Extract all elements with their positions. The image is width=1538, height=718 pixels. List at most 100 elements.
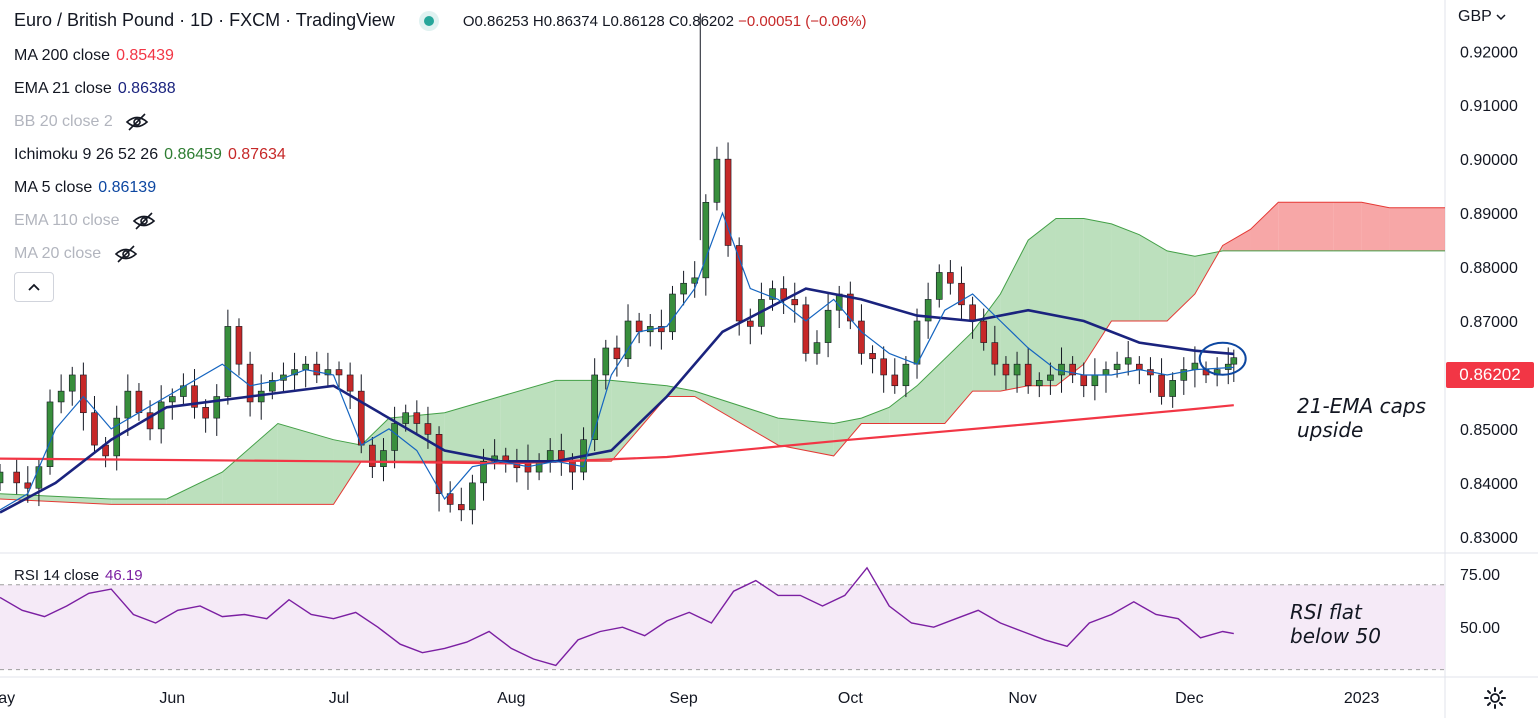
time-tick-label: Nov <box>1008 690 1036 707</box>
candle-up <box>1224 363 1232 370</box>
gear-icon[interactable] <box>1483 686 1507 710</box>
candle-up <box>1180 369 1188 381</box>
candle-down <box>13 471 20 484</box>
price-tick-label: 0.88000 <box>1460 260 1518 277</box>
candle-down <box>146 412 154 430</box>
candle-up <box>168 396 176 403</box>
time-tick-label: Jun <box>159 690 185 707</box>
hidden-eye-icon[interactable] <box>114 245 138 263</box>
candle-down <box>135 390 143 414</box>
candle-down <box>869 353 876 360</box>
currency-selector[interactable]: GBP <box>1458 8 1506 26</box>
legend-rsi-value: 46.19 <box>105 567 143 584</box>
legend-ma20[interactable]: MA 20 close <box>14 245 138 263</box>
candle-down <box>369 444 376 467</box>
candle-up <box>769 288 776 300</box>
candle-down <box>658 326 665 333</box>
candle-down <box>1080 374 1088 387</box>
candle-up <box>1102 369 1110 376</box>
ichimoku-cloud-segment <box>500 380 556 462</box>
ma5-line <box>0 211 1234 511</box>
candle-up <box>669 293 676 333</box>
legend-bb20-label: BB 20 close 2 <box>14 113 113 131</box>
candle-up <box>1169 380 1176 397</box>
candle-down <box>446 493 454 505</box>
legend-ichimoku[interactable]: Ichimoku 9 26 52 26 0.86459 0.87634 <box>14 146 286 164</box>
time-tick-label: Oct <box>838 690 863 707</box>
legend-ma5[interactable]: MA 5 close 0.86139 <box>14 179 156 197</box>
price-tick-label: 0.85000 <box>1460 422 1518 439</box>
hidden-eye-icon[interactable] <box>132 212 156 230</box>
legend-ema110[interactable]: EMA 110 close <box>14 212 156 230</box>
ohlc-high: H0.86374 <box>532 13 598 30</box>
price-tick-label: 0.84000 <box>1460 476 1518 493</box>
candle-up <box>546 450 554 462</box>
ema-annotation: 21-EMA caps upside <box>1297 394 1426 442</box>
candle-down <box>1024 363 1032 387</box>
candle-down <box>735 245 743 322</box>
ichimoku-cloud-segment <box>917 358 945 424</box>
candle-up <box>57 390 65 403</box>
legend-rsi[interactable]: RSI 14 close 46.19 <box>14 567 143 584</box>
ichimoku-span-a <box>0 218 1445 500</box>
price-tick-label: 0.92000 <box>1460 44 1518 61</box>
candle-down <box>1158 374 1165 397</box>
candle-up <box>46 401 54 467</box>
candle-up <box>68 374 76 392</box>
legend-ma200[interactable]: MA 200 close 0.85439 <box>14 47 174 65</box>
candle-down <box>202 407 209 419</box>
hidden-eye-icon[interactable] <box>125 113 149 131</box>
candle-up <box>913 320 921 365</box>
candle-down <box>1069 363 1076 376</box>
last-price-badge: 0.86202 <box>1446 362 1534 388</box>
ichimoku-cloud-segment <box>1167 250 1195 322</box>
legend-ema110-label: EMA 110 close <box>14 212 120 230</box>
candle-down <box>457 504 465 511</box>
candle-up <box>391 423 398 451</box>
legend-ema21[interactable]: EMA 21 close 0.86388 <box>14 80 176 98</box>
legend-bb20[interactable]: BB 20 close 2 <box>14 113 149 131</box>
candle-up <box>124 390 132 419</box>
ichimoku-cloud-segment <box>166 472 223 505</box>
ichimoku-cloud-segment <box>694 391 779 446</box>
candle-down <box>991 342 999 365</box>
legend-ma20-label: MA 20 close <box>14 245 102 263</box>
candle-up <box>402 412 410 424</box>
ichimoku-cloud-segment <box>277 423 334 505</box>
ema21-line <box>0 287 1234 514</box>
ichimoku-cloud-segment <box>1000 240 1029 392</box>
highlight-circle <box>1198 341 1247 376</box>
collapse-legend-button[interactable] <box>14 272 54 302</box>
candle-up <box>702 202 710 279</box>
price-tick-label: 0.83000 <box>1460 530 1518 547</box>
candle-up <box>813 342 821 354</box>
ichimoku-cloud-segment <box>1361 202 1390 251</box>
candle-up <box>1091 374 1099 387</box>
candle-down <box>980 320 988 343</box>
ichimoku-cloud-segment <box>944 331 973 424</box>
candle-up <box>213 396 221 419</box>
legend-ichimoku-value-b: 0.87634 <box>227 146 286 163</box>
candle-up <box>380 450 387 467</box>
price-tick-label: 0.89000 <box>1460 206 1518 223</box>
candle-down <box>1136 363 1143 370</box>
ichimoku-cloud-segment <box>833 418 862 456</box>
candle-up <box>713 158 721 203</box>
legend-ma200-label: MA 200 close <box>14 47 111 64</box>
candle-up <box>924 299 932 322</box>
ohlc-readout: O0.86253 H0.86374 L0.86128 C0.86202 −0.0… <box>463 13 867 30</box>
rsi-tick-label: 75.00 <box>1460 567 1500 584</box>
ichimoku-cloud-segment <box>444 396 501 462</box>
ichimoku-cloud-segment <box>1055 218 1084 386</box>
candle-up <box>591 374 598 441</box>
symbol-title[interactable]: Euro / British Pound · 1D · FXCM · Tradi… <box>14 10 395 30</box>
candle-down <box>724 158 732 246</box>
candle-down <box>613 347 621 360</box>
candle-down <box>802 304 810 354</box>
rsi-annotation-line1: RSI flat <box>1290 600 1362 624</box>
legend-ichimoku-label: Ichimoku 9 26 52 26 <box>14 146 159 163</box>
candle-up <box>269 380 276 392</box>
legend-rsi-label: RSI 14 close <box>14 567 100 584</box>
candle-down <box>569 460 576 473</box>
